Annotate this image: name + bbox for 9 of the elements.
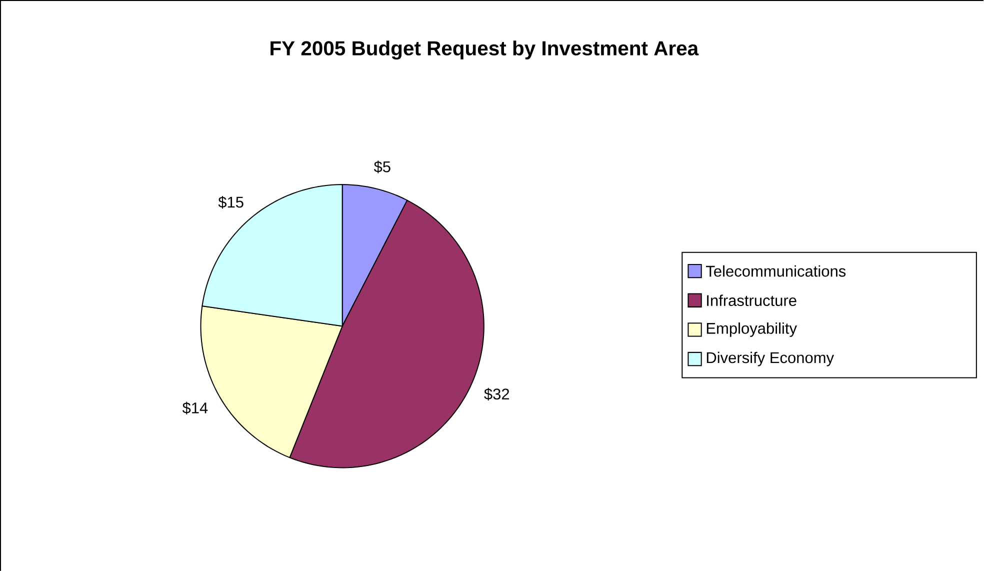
chart-title: FY 2005 Budget Request by Investment Area [270, 40, 699, 60]
legend-label: Infrastructure [707, 294, 796, 306]
legend-label: Diversify Economy [706, 352, 834, 366]
data-label: $32 [484, 388, 510, 400]
data-label: $5 [374, 160, 390, 174]
data-label: $15 [218, 196, 244, 208]
legend-label: Telecommunications [706, 265, 846, 277]
legend-label: Employability [706, 322, 797, 337]
data-label: $14 [182, 402, 208, 414]
